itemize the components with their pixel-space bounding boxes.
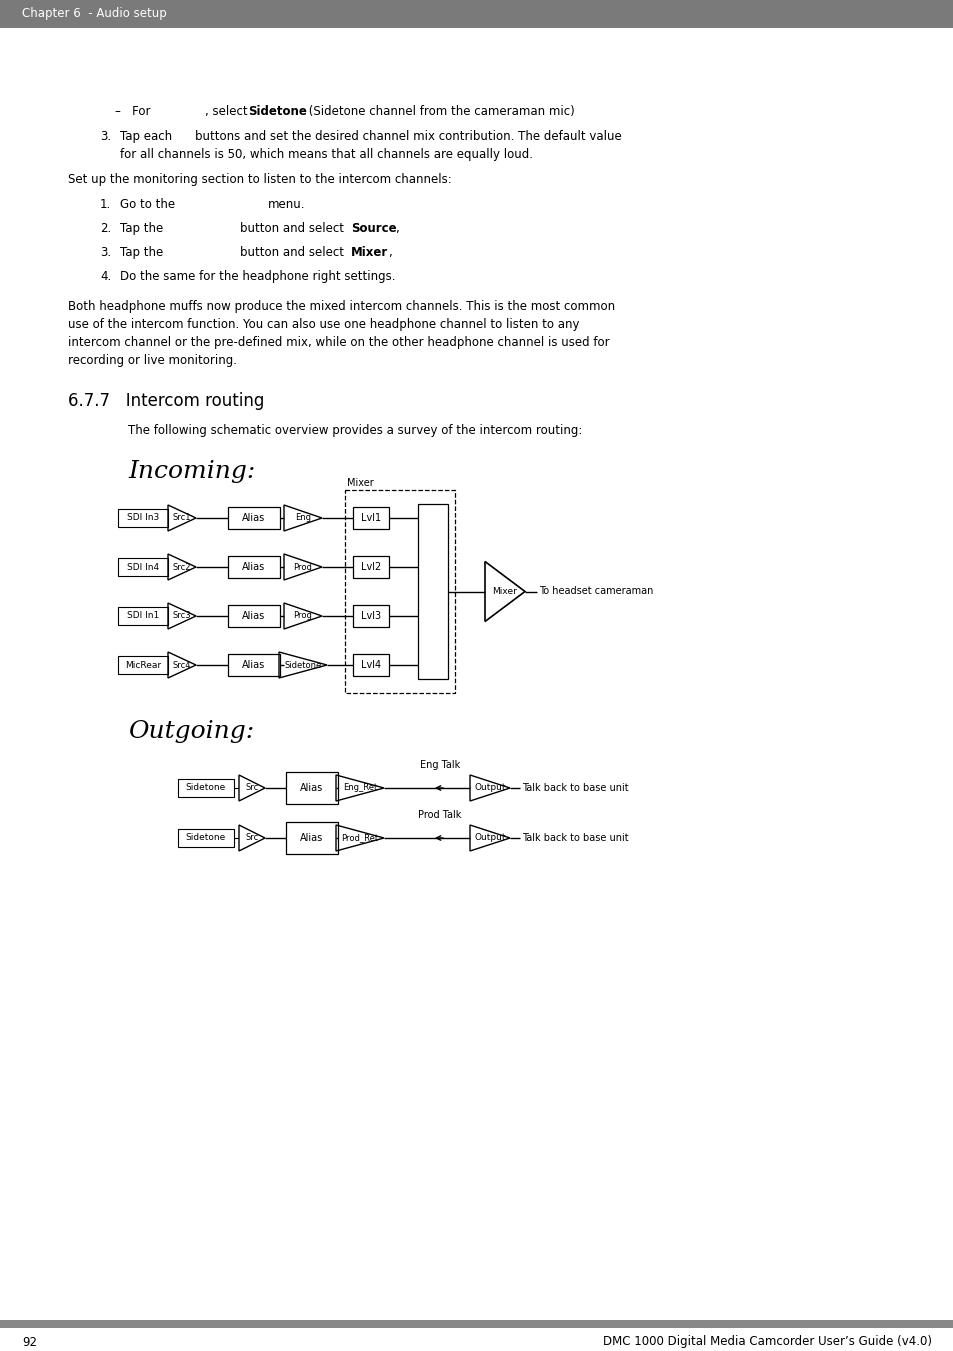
Bar bbox=[345, 490, 455, 693]
Text: Tap the: Tap the bbox=[120, 222, 163, 235]
Text: –   For: – For bbox=[115, 105, 151, 118]
Bar bbox=[178, 830, 233, 847]
Text: Prod Talk: Prod Talk bbox=[417, 811, 461, 820]
Text: Alias: Alias bbox=[300, 784, 323, 793]
Text: Eng: Eng bbox=[294, 513, 311, 523]
Text: Mixer: Mixer bbox=[347, 478, 374, 488]
Text: Output: Output bbox=[474, 834, 505, 843]
Bar bbox=[228, 557, 280, 578]
Text: Eng_Ret: Eng_Ret bbox=[342, 784, 376, 793]
Text: Alias: Alias bbox=[242, 611, 265, 621]
Text: 3.: 3. bbox=[100, 246, 111, 259]
Bar bbox=[353, 557, 389, 578]
Bar bbox=[286, 821, 337, 854]
Text: ,: , bbox=[395, 222, 398, 235]
Text: Alias: Alias bbox=[242, 513, 265, 523]
Text: Outgoing:: Outgoing: bbox=[128, 720, 253, 743]
Text: 6.7.7   Intercom routing: 6.7.7 Intercom routing bbox=[68, 392, 264, 409]
Text: Src: Src bbox=[245, 834, 258, 843]
Bar bbox=[118, 607, 168, 626]
Text: Src3: Src3 bbox=[172, 612, 192, 620]
Bar bbox=[228, 654, 280, 676]
Text: Incoming:: Incoming: bbox=[128, 459, 255, 484]
Bar bbox=[353, 605, 389, 627]
Text: The following schematic overview provides a survey of the intercom routing:: The following schematic overview provide… bbox=[128, 424, 581, 436]
Text: Both headphone muffs now produce the mixed intercom channels. This is the most c: Both headphone muffs now produce the mix… bbox=[68, 300, 615, 313]
Text: Go to the: Go to the bbox=[120, 199, 175, 211]
Text: Source: Source bbox=[351, 222, 396, 235]
Text: use of the intercom function. You can also use one headphone channel to listen t: use of the intercom function. You can al… bbox=[68, 317, 578, 331]
Text: Src1: Src1 bbox=[172, 513, 191, 523]
Text: MicRear: MicRear bbox=[125, 661, 161, 670]
Text: Prod_Ret: Prod_Ret bbox=[341, 834, 378, 843]
Text: ,: , bbox=[388, 246, 392, 259]
Text: 2.: 2. bbox=[100, 222, 112, 235]
Text: Eng Talk: Eng Talk bbox=[419, 761, 459, 770]
Bar bbox=[286, 771, 337, 804]
Text: Sidetone: Sidetone bbox=[248, 105, 307, 118]
Text: buttons and set the desired channel mix contribution. The default value: buttons and set the desired channel mix … bbox=[194, 130, 621, 143]
Bar bbox=[417, 504, 448, 680]
Text: button and select: button and select bbox=[240, 222, 348, 235]
Text: Tap each: Tap each bbox=[120, 130, 172, 143]
Text: To headset cameraman: To headset cameraman bbox=[538, 586, 653, 597]
Bar bbox=[178, 780, 233, 797]
Text: menu.: menu. bbox=[268, 199, 305, 211]
Text: DMC 1000 Digital Media Camcorder User’s Guide (v4.0): DMC 1000 Digital Media Camcorder User’s … bbox=[602, 1336, 931, 1348]
Bar bbox=[118, 509, 168, 527]
Text: 4.: 4. bbox=[100, 270, 112, 282]
Text: Src2: Src2 bbox=[172, 562, 191, 571]
Text: Alias: Alias bbox=[242, 562, 265, 571]
Text: Lvl3: Lvl3 bbox=[360, 611, 380, 621]
Text: Lvl4: Lvl4 bbox=[360, 661, 380, 670]
Text: Sidetone: Sidetone bbox=[186, 834, 226, 843]
Text: Tap the: Tap the bbox=[120, 246, 163, 259]
Text: Alias: Alias bbox=[242, 661, 265, 670]
Text: Chapter 6  - Audio setup: Chapter 6 - Audio setup bbox=[22, 8, 167, 20]
Text: Sidetone: Sidetone bbox=[186, 784, 226, 793]
Text: Src: Src bbox=[245, 784, 258, 793]
Text: Output: Output bbox=[474, 784, 505, 793]
Text: 92: 92 bbox=[22, 1336, 37, 1348]
Text: , select: , select bbox=[205, 105, 251, 118]
Text: Do the same for the headphone right settings.: Do the same for the headphone right sett… bbox=[120, 270, 395, 282]
Text: Prod: Prod bbox=[294, 562, 313, 571]
Text: Mixer: Mixer bbox=[492, 586, 517, 596]
Text: recording or live monitoring.: recording or live monitoring. bbox=[68, 354, 236, 367]
Bar bbox=[228, 605, 280, 627]
Bar bbox=[353, 507, 389, 530]
Text: 3.: 3. bbox=[100, 130, 111, 143]
Text: Alias: Alias bbox=[300, 834, 323, 843]
Text: SDI In4: SDI In4 bbox=[127, 562, 159, 571]
Text: Src4: Src4 bbox=[172, 661, 191, 670]
Text: Sidetone: Sidetone bbox=[284, 661, 321, 670]
Bar bbox=[118, 558, 168, 576]
Polygon shape bbox=[484, 562, 524, 621]
Text: for all channels is 50, which means that all channels are equally loud.: for all channels is 50, which means that… bbox=[120, 149, 533, 161]
Text: 1.: 1. bbox=[100, 199, 112, 211]
Bar bbox=[118, 657, 168, 674]
Bar bbox=[0, 1320, 953, 1328]
Text: Prog: Prog bbox=[294, 612, 313, 620]
Bar bbox=[353, 654, 389, 676]
Bar bbox=[0, 0, 953, 28]
Text: Set up the monitoring section to listen to the intercom channels:: Set up the monitoring section to listen … bbox=[68, 173, 452, 186]
Text: Lvl1: Lvl1 bbox=[360, 513, 380, 523]
Bar bbox=[228, 507, 280, 530]
Text: button and select: button and select bbox=[240, 246, 348, 259]
Text: Mixer: Mixer bbox=[351, 246, 388, 259]
Text: (Sidetone channel from the cameraman mic): (Sidetone channel from the cameraman mic… bbox=[305, 105, 574, 118]
Text: Lvl2: Lvl2 bbox=[360, 562, 381, 571]
Text: intercom channel or the pre-defined mix, while on the other headphone channel is: intercom channel or the pre-defined mix,… bbox=[68, 336, 609, 349]
Text: SDI In1: SDI In1 bbox=[127, 612, 159, 620]
Text: Talk back to base unit: Talk back to base unit bbox=[521, 784, 628, 793]
Text: SDI In3: SDI In3 bbox=[127, 513, 159, 523]
Text: Talk back to base unit: Talk back to base unit bbox=[521, 834, 628, 843]
